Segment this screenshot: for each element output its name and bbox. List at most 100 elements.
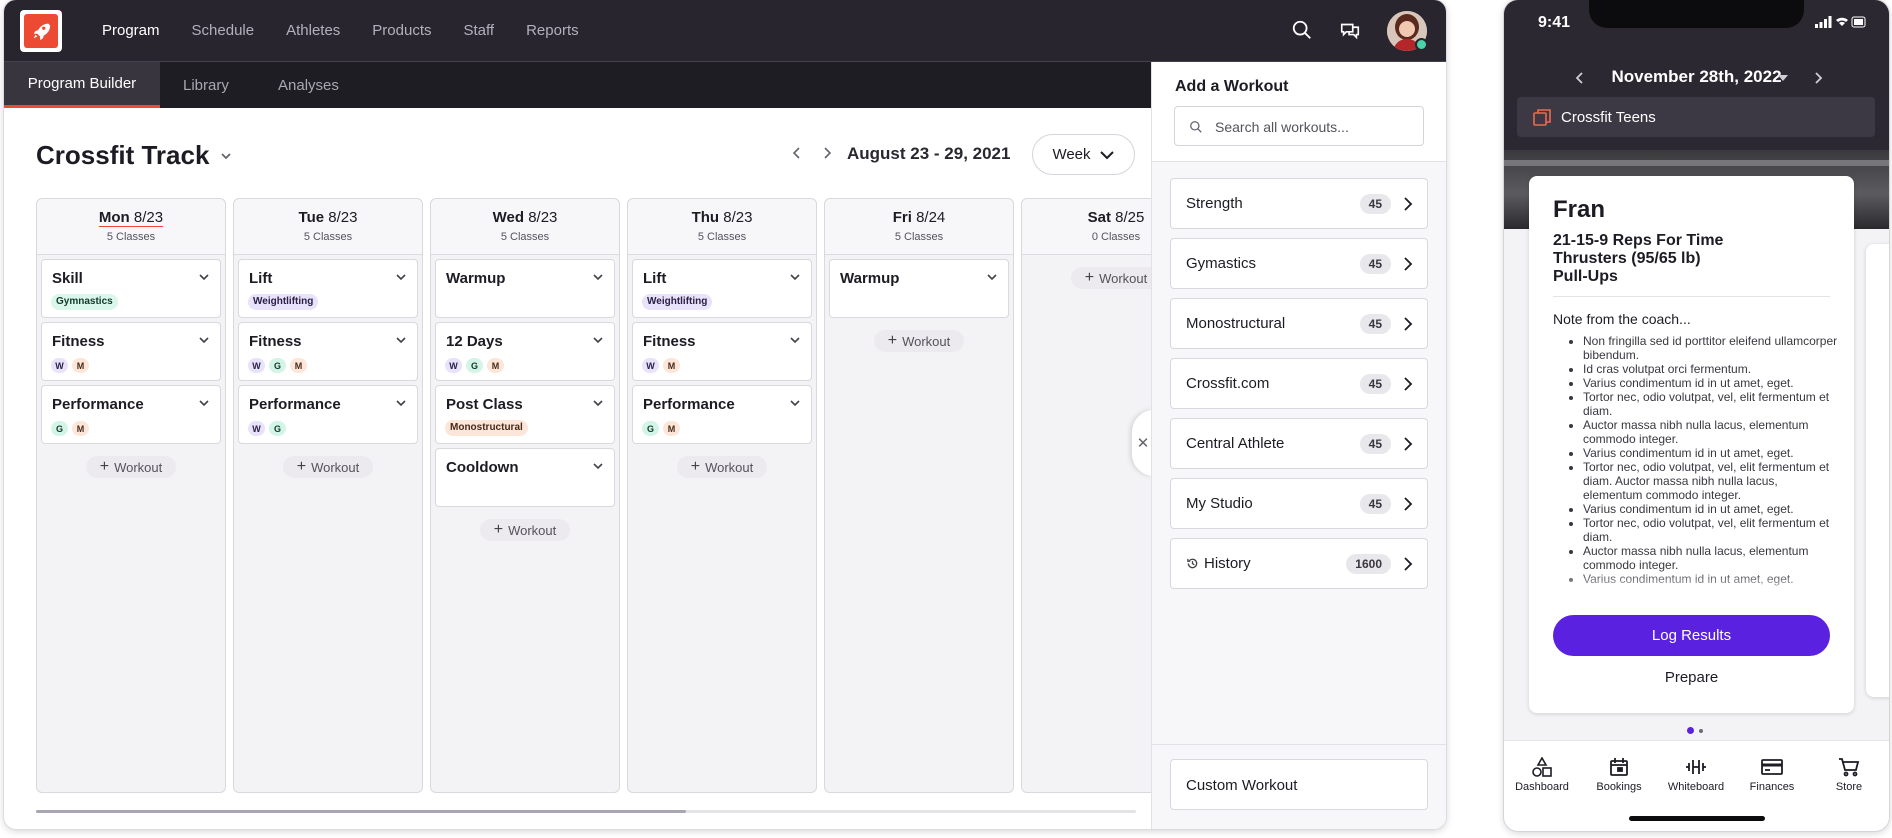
add-workout-button[interactable]: + Workout <box>874 330 964 352</box>
workout-category-row[interactable]: My Studio 45 <box>1170 478 1428 529</box>
custom-workout-button[interactable]: Custom Workout <box>1170 759 1428 810</box>
tab-whiteboard[interactable]: Whiteboard <box>1661 757 1731 793</box>
add-workout-button[interactable]: + Workout <box>86 456 176 478</box>
date-range-label: August 23 - 29, 2021 <box>847 144 1011 163</box>
workout-card[interactable]: Performance G M <box>41 385 221 444</box>
chevron-down-icon[interactable] <box>198 399 210 407</box>
user-avatar[interactable] <box>1387 11 1427 51</box>
workout-card[interactable]: Performance W G <box>238 385 418 444</box>
day-label[interactable]: Sat 8/25 <box>1022 199 1210 226</box>
close-panel-icon[interactable]: ✕ <box>1132 410 1154 476</box>
tab-library[interactable]: Library <box>183 76 229 94</box>
chevron-down-icon[interactable] <box>395 399 407 407</box>
category-label: Strength <box>1186 195 1243 212</box>
coach-note-title: Note from the coach... <box>1553 311 1691 327</box>
chevron-down-icon[interactable] <box>986 273 998 281</box>
chat-icon[interactable] <box>1339 19 1361 41</box>
plus-icon: + <box>887 332 898 349</box>
mobile-date[interactable]: November 28th, 2022 <box>1611 67 1782 86</box>
tab-program-builder[interactable]: Program Builder <box>4 62 160 108</box>
chevron-down-icon[interactable] <box>592 336 604 344</box>
workout-category-row[interactable]: History 1600 <box>1170 538 1428 589</box>
search-icon[interactable] <box>1291 19 1313 41</box>
mobile-tab-bar: Dashboard Bookings Whiteboard Finances S… <box>1504 740 1889 831</box>
tab-store[interactable]: Store <box>1814 757 1884 793</box>
next-card-peek[interactable] <box>1866 244 1889 697</box>
carousel-dot[interactable] <box>1699 728 1703 733</box>
nav-schedule[interactable]: Schedule <box>191 21 255 39</box>
chevron-down-icon[interactable] <box>789 273 801 281</box>
tab-bookings[interactable]: Bookings <box>1584 757 1654 793</box>
workout-category-row[interactable]: Central Athlete 45 <box>1170 418 1428 469</box>
chevron-down-icon[interactable] <box>395 273 407 281</box>
add-workout-button[interactable]: + Workout <box>480 519 570 541</box>
day-label[interactable]: Fri 8/24 <box>825 199 1013 226</box>
add-workout-button[interactable]: + Workout <box>1071 267 1161 289</box>
day-of-week: Thu <box>691 209 720 226</box>
workout-category-row[interactable]: Crossfit.com 45 <box>1170 358 1428 409</box>
add-workout-label: Workout <box>705 459 754 475</box>
workout-category-row[interactable]: Strength 45 <box>1170 178 1428 229</box>
program-icon <box>1533 109 1551 126</box>
workout-category-row[interactable]: Gymastics 45 <box>1170 238 1428 289</box>
chevron-down-icon[interactable] <box>592 399 604 407</box>
app-logo[interactable] <box>20 10 62 52</box>
chevron-down-icon[interactable] <box>592 462 604 470</box>
workout-card[interactable]: Post Class Monostructural <box>435 385 615 444</box>
tab-finances[interactable]: Finances <box>1737 757 1807 793</box>
workout-card[interactable]: Fitness W G M <box>238 322 418 381</box>
view-select[interactable]: Week <box>1032 134 1135 175</box>
workout-search-input[interactable]: Search all workouts... <box>1174 106 1424 146</box>
day-label[interactable]: Mon 8/23 <box>37 199 225 226</box>
day-header: Thu 8/23 5 Classes <box>628 199 816 255</box>
chevron-down-icon[interactable] <box>198 336 210 344</box>
prev-day-icon[interactable] <box>1574 71 1586 85</box>
nav-staff[interactable]: Staff <box>463 21 495 39</box>
chevron-down-icon[interactable] <box>592 273 604 281</box>
barbell-shape <box>1504 160 1889 166</box>
tab-dashboard[interactable]: Dashboard <box>1507 757 1577 793</box>
class-count: 5 Classes <box>697 231 747 243</box>
notes-fade <box>1553 571 1833 599</box>
day-label[interactable]: Thu 8/23 <box>628 199 816 226</box>
add-workout-button[interactable]: + Workout <box>283 456 373 478</box>
workout-card[interactable]: Warmup <box>435 259 615 318</box>
prev-week-icon[interactable] <box>790 145 804 161</box>
date-dropdown-icon[interactable] <box>1778 75 1788 81</box>
workout-card[interactable]: Performance G M <box>632 385 812 444</box>
next-week-icon[interactable] <box>820 145 834 161</box>
nav-reports[interactable]: Reports <box>526 21 579 39</box>
chevron-down-icon[interactable] <box>198 273 210 281</box>
workout-category-row[interactable]: Monostructural 45 <box>1170 298 1428 349</box>
dumbbell-icon <box>1686 760 1706 774</box>
chevron-down-icon[interactable] <box>789 399 801 407</box>
scrollbar-thumb[interactable] <box>36 810 686 813</box>
prepare-link[interactable]: Prepare <box>1664 669 1719 686</box>
program-group-selector[interactable]: Crossfit Teens <box>1517 97 1875 137</box>
workout-card[interactable]: Warmup <box>829 259 1009 318</box>
top-nav: Program Schedule Athletes Products Staff… <box>4 0 1446 62</box>
tab-analyses[interactable]: Analyses <box>278 76 339 94</box>
workout-card[interactable]: Lift Weightlifting <box>238 259 418 318</box>
day-label[interactable]: Wed 8/23 <box>431 199 619 226</box>
workout-card[interactable]: Lift Weightlifting <box>632 259 812 318</box>
log-results-button[interactable]: Log Results <box>1553 615 1830 656</box>
workout-card[interactable]: Fitness W M <box>632 322 812 381</box>
day-label[interactable]: Tue 8/23 <box>234 199 422 226</box>
nav-products[interactable]: Products <box>372 21 432 39</box>
next-day-icon[interactable] <box>1812 71 1824 85</box>
workout-card[interactable]: 12 Days W G M <box>435 322 615 381</box>
workout-card[interactable]: Skill Gymnastics <box>41 259 221 318</box>
track-selector[interactable]: Crossfit Track <box>36 140 233 171</box>
horizontal-scrollbar[interactable] <box>36 810 1136 813</box>
nav-program[interactable]: Program <box>102 21 160 39</box>
workout-card[interactable]: Fitness W M <box>41 322 221 381</box>
chevron-down-icon[interactable] <box>395 336 407 344</box>
carousel-dot-active[interactable] <box>1687 727 1694 734</box>
workout-card[interactable]: Cooldown <box>435 448 615 507</box>
nav-athletes[interactable]: Athletes <box>286 21 341 39</box>
add-workout-button[interactable]: + Workout <box>677 456 767 478</box>
chevron-down-icon[interactable] <box>789 336 801 344</box>
coach-note-item: Id cras volutpat orci fermentum. <box>1583 362 1839 376</box>
